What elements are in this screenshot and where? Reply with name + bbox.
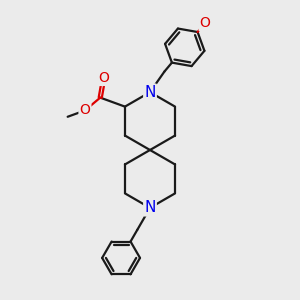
Text: O: O <box>80 103 90 118</box>
Text: O: O <box>98 71 109 85</box>
Text: N: N <box>144 200 156 215</box>
Text: N: N <box>144 85 156 100</box>
Text: O: O <box>200 16 211 30</box>
